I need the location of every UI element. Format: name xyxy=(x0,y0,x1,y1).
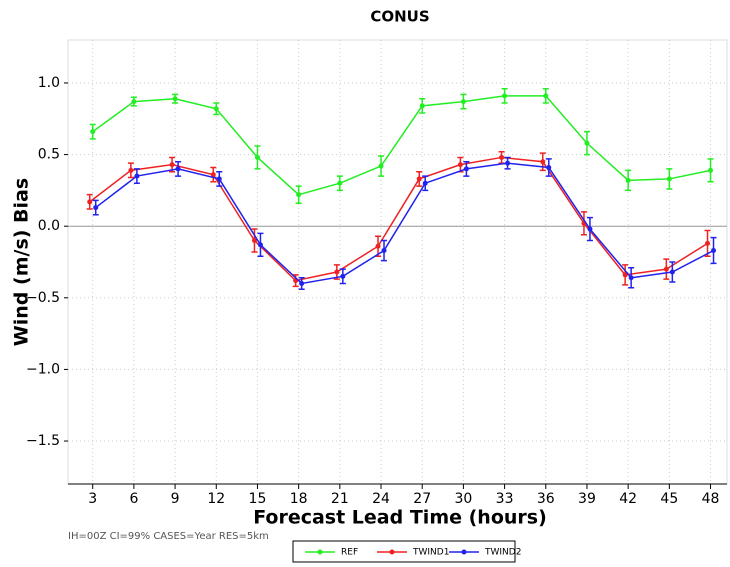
point xyxy=(663,266,669,272)
x-tick-label: 21 xyxy=(331,491,349,507)
point xyxy=(337,180,343,186)
plot-frame xyxy=(67,39,728,485)
x-tick-label: 42 xyxy=(619,491,637,507)
point xyxy=(505,160,511,166)
point xyxy=(134,173,140,179)
y-tick-label: 0.5 xyxy=(38,147,60,163)
point xyxy=(622,272,628,278)
point xyxy=(213,106,219,112)
point xyxy=(172,96,178,102)
x-tick-label: 33 xyxy=(496,491,514,507)
point xyxy=(705,240,711,246)
point xyxy=(708,167,714,173)
point xyxy=(87,199,93,205)
point xyxy=(378,163,384,169)
point xyxy=(711,248,717,254)
legend-marker xyxy=(389,549,395,555)
y-tick-label: −1.5 xyxy=(26,433,60,449)
point xyxy=(216,176,222,182)
legend-label: REF xyxy=(341,548,358,558)
x-tick-label: 3 xyxy=(88,491,97,507)
point xyxy=(422,180,428,186)
series-line xyxy=(95,162,714,285)
x-tick-label: 27 xyxy=(413,491,431,507)
point xyxy=(625,177,631,183)
x-tick-label: 39 xyxy=(578,491,596,507)
series-line xyxy=(89,156,708,282)
point xyxy=(131,99,137,105)
point xyxy=(128,167,134,173)
point xyxy=(169,162,175,168)
x-axis-label: Forecast Lead Time (hours) xyxy=(253,507,547,529)
point xyxy=(460,99,466,105)
point xyxy=(90,129,96,135)
x-tick-label: 36 xyxy=(537,491,555,507)
point xyxy=(419,103,425,109)
point xyxy=(546,164,552,170)
point xyxy=(340,273,346,279)
point xyxy=(416,176,422,182)
x-tick-label: 45 xyxy=(660,491,678,507)
legend-label: TWIND2 xyxy=(484,548,521,558)
x-tick-label: 12 xyxy=(207,491,225,507)
legend-marker xyxy=(461,549,467,555)
point xyxy=(457,162,463,168)
y-tick-label: 0.0 xyxy=(38,218,60,234)
y-tick-label: 1.0 xyxy=(38,75,60,91)
point xyxy=(587,226,593,232)
point xyxy=(257,242,263,248)
point xyxy=(463,166,469,172)
point xyxy=(666,176,672,182)
y-tick-label: −1.0 xyxy=(26,361,60,377)
point xyxy=(334,269,340,275)
point xyxy=(669,269,675,275)
point xyxy=(502,93,508,99)
x-tick-label: 9 xyxy=(171,491,180,507)
point xyxy=(254,154,260,160)
x-tick-label: 18 xyxy=(290,491,308,507)
legend-label: TWIND1 xyxy=(412,548,449,558)
y-axis-label: Wind (m/s) Bias xyxy=(11,178,33,346)
point xyxy=(381,248,387,254)
point xyxy=(499,154,505,160)
x-tick-label: 15 xyxy=(249,491,267,507)
point xyxy=(210,172,216,178)
legend-marker xyxy=(317,549,323,555)
point xyxy=(628,275,634,281)
point xyxy=(296,192,302,198)
chart-title: CONUS xyxy=(370,8,429,26)
x-tick-label: 6 xyxy=(129,491,138,507)
footnote: IH=00Z CI=99% CASES=Year RES=5km xyxy=(68,531,269,542)
y-tick-label: −0.5 xyxy=(26,290,60,306)
point xyxy=(299,280,305,286)
point xyxy=(375,243,381,249)
point xyxy=(93,205,99,211)
point xyxy=(251,238,257,244)
point xyxy=(584,140,590,146)
point xyxy=(175,166,181,172)
series-line xyxy=(92,95,711,196)
point xyxy=(543,93,549,99)
x-tick-label: 30 xyxy=(454,491,472,507)
point xyxy=(540,159,546,165)
x-tick-label: 48 xyxy=(702,491,720,507)
x-tick-label: 24 xyxy=(372,491,390,507)
